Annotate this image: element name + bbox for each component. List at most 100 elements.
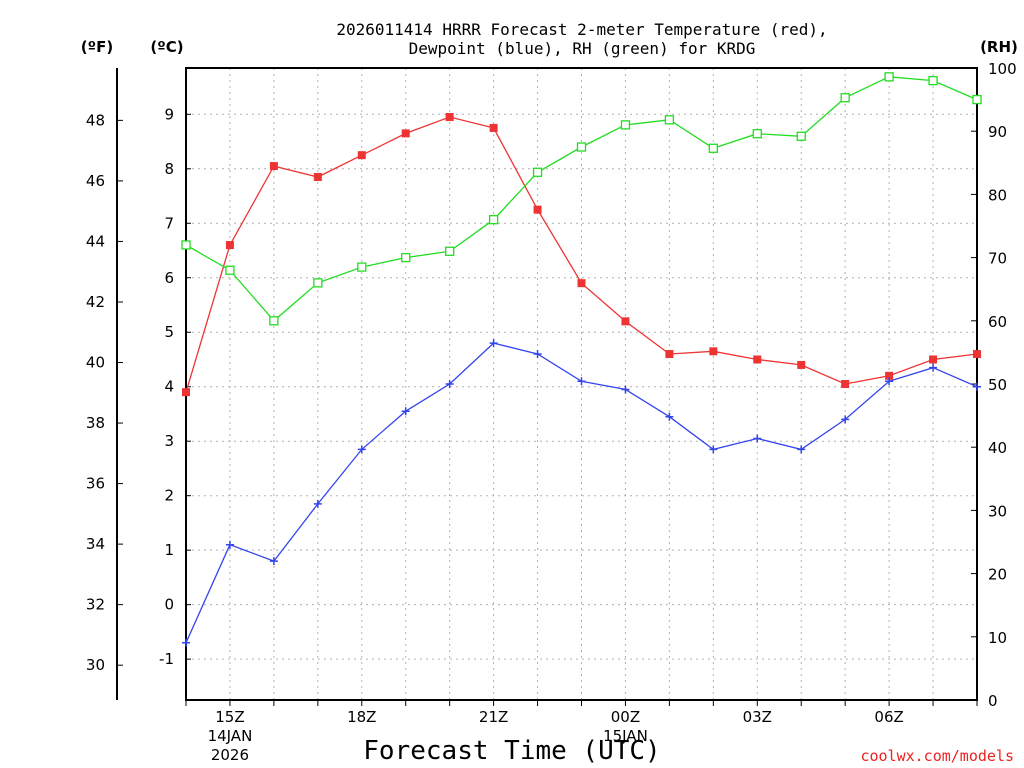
x-tick-label: 03Z xyxy=(743,708,772,726)
rh-point xyxy=(488,215,499,225)
rh-tick-label: 20 xyxy=(988,566,1007,584)
dewpoint-point xyxy=(621,385,630,394)
temperature-point xyxy=(313,172,322,181)
rh-point xyxy=(401,252,411,263)
rh-point xyxy=(840,93,850,103)
rh-point xyxy=(664,115,675,125)
x-tick-label: 18Z xyxy=(347,708,376,726)
chart-title-line-2: Dewpoint (blue), RH (green) for KRDG xyxy=(409,39,756,58)
temperature-point xyxy=(621,317,630,326)
dewpoint-point xyxy=(753,434,762,443)
celsius-tick-label: 3 xyxy=(164,432,174,450)
celsius-tick-label: 7 xyxy=(164,214,174,232)
dewpoint-point xyxy=(357,445,366,454)
dewpoint-point xyxy=(401,407,410,416)
celsius-tick-label: -1 xyxy=(159,650,174,668)
rh-point xyxy=(796,131,806,141)
temperature-point xyxy=(182,388,190,397)
x-tick-date-label: 15JAN xyxy=(603,727,648,745)
rh-tick-label: 30 xyxy=(988,502,1007,520)
celsius-tick-label: 2 xyxy=(164,487,174,505)
dewpoint-point xyxy=(885,377,894,386)
dewpoint-point xyxy=(709,445,718,454)
rh-point xyxy=(269,316,279,326)
dewpoint-point xyxy=(489,339,498,348)
fahrenheit-tick-label: 44 xyxy=(86,232,105,250)
x-tick-label: 06Z xyxy=(874,708,903,726)
rh-point xyxy=(532,167,543,177)
fahrenheit-tick-label: 38 xyxy=(86,414,105,432)
series xyxy=(181,72,982,647)
x-axis-title: Forecast Time (UTC) xyxy=(363,736,660,766)
dewpoint-point xyxy=(577,377,586,386)
rh-tick-label: 50 xyxy=(988,376,1007,394)
rh-unit-label: (RH) xyxy=(980,38,1018,56)
dewpoint-point xyxy=(313,499,322,508)
rh-point xyxy=(313,278,323,288)
rh-tick-label: 100 xyxy=(988,60,1017,78)
rh-tick-label: 90 xyxy=(988,123,1007,141)
dewpoint-point xyxy=(533,350,542,359)
temperature-point xyxy=(709,347,718,356)
temperature-point xyxy=(885,371,894,380)
temperature-point xyxy=(269,162,278,171)
dewpoint-point xyxy=(225,540,234,549)
dewpoint-point xyxy=(797,445,806,454)
rh-tick-label: 80 xyxy=(988,186,1007,204)
fahrenheit-tick-label: 48 xyxy=(86,111,105,129)
temperature-point xyxy=(401,129,410,138)
celsius-tick-label: 5 xyxy=(164,323,174,341)
temperature-point xyxy=(225,241,234,250)
fahrenheit-unit-label: (ºF) xyxy=(81,38,113,56)
temperature-point xyxy=(753,355,762,364)
dewpoint-point xyxy=(973,382,981,391)
temperature-point xyxy=(665,350,674,359)
rh-tick-label: 0 xyxy=(988,692,998,710)
fahrenheit-tick-label: 34 xyxy=(86,535,105,553)
celsius-tick-label: 4 xyxy=(164,378,174,396)
fahrenheit-tick-label: 32 xyxy=(86,596,105,614)
rh-point xyxy=(445,246,455,256)
rh-point xyxy=(928,75,938,86)
dewpoint-point xyxy=(445,380,454,388)
temperature-point xyxy=(929,355,938,364)
temperature-point xyxy=(841,380,850,388)
celsius-tick-label: 1 xyxy=(164,541,174,559)
rh-tick-label: 60 xyxy=(988,313,1007,331)
rh-point xyxy=(620,120,631,130)
fahrenheit-tick-label: 40 xyxy=(86,354,105,372)
x-tick-label: 15Z xyxy=(215,708,244,726)
rh-tick-label: 70 xyxy=(988,250,1007,268)
temperature-point xyxy=(489,123,498,132)
x-tick-year-label: 2026 xyxy=(211,746,249,764)
x-tick-date-label: 14JAN xyxy=(208,727,253,745)
rh-point xyxy=(972,94,982,105)
rh-point xyxy=(708,143,718,153)
dewpoint-point xyxy=(665,412,674,421)
credit-link[interactable]: coolwx.com/models xyxy=(860,747,1014,765)
temperature-point xyxy=(577,279,586,288)
celsius-tick-label: 0 xyxy=(164,596,174,614)
fahrenheit-tick-label: 46 xyxy=(86,172,105,190)
rh-point xyxy=(576,142,587,152)
x-tick-label: 00Z xyxy=(611,708,640,726)
celsius-unit-label: (ºC) xyxy=(150,38,183,56)
x-tick-label: 21Z xyxy=(479,708,508,726)
celsius-tick-label: 9 xyxy=(164,105,174,123)
fahrenheit-tick-label: 30 xyxy=(86,656,105,674)
rh-point xyxy=(225,265,235,275)
rh-point xyxy=(181,240,191,250)
dewpoint-point xyxy=(841,415,850,424)
rh-point xyxy=(357,262,367,272)
fahrenheit-tick-label: 36 xyxy=(86,475,105,493)
dewpoint-point xyxy=(929,363,938,372)
rh-tick-label: 40 xyxy=(988,439,1007,457)
temperature-point xyxy=(533,205,542,214)
temperature-point xyxy=(445,113,454,122)
rh-point xyxy=(884,72,894,82)
chart-title-line-1: 2026011414 HRRR Forecast 2-meter Tempera… xyxy=(336,20,827,39)
temperature-point xyxy=(797,360,806,369)
rh-tick-label: 10 xyxy=(988,629,1007,647)
